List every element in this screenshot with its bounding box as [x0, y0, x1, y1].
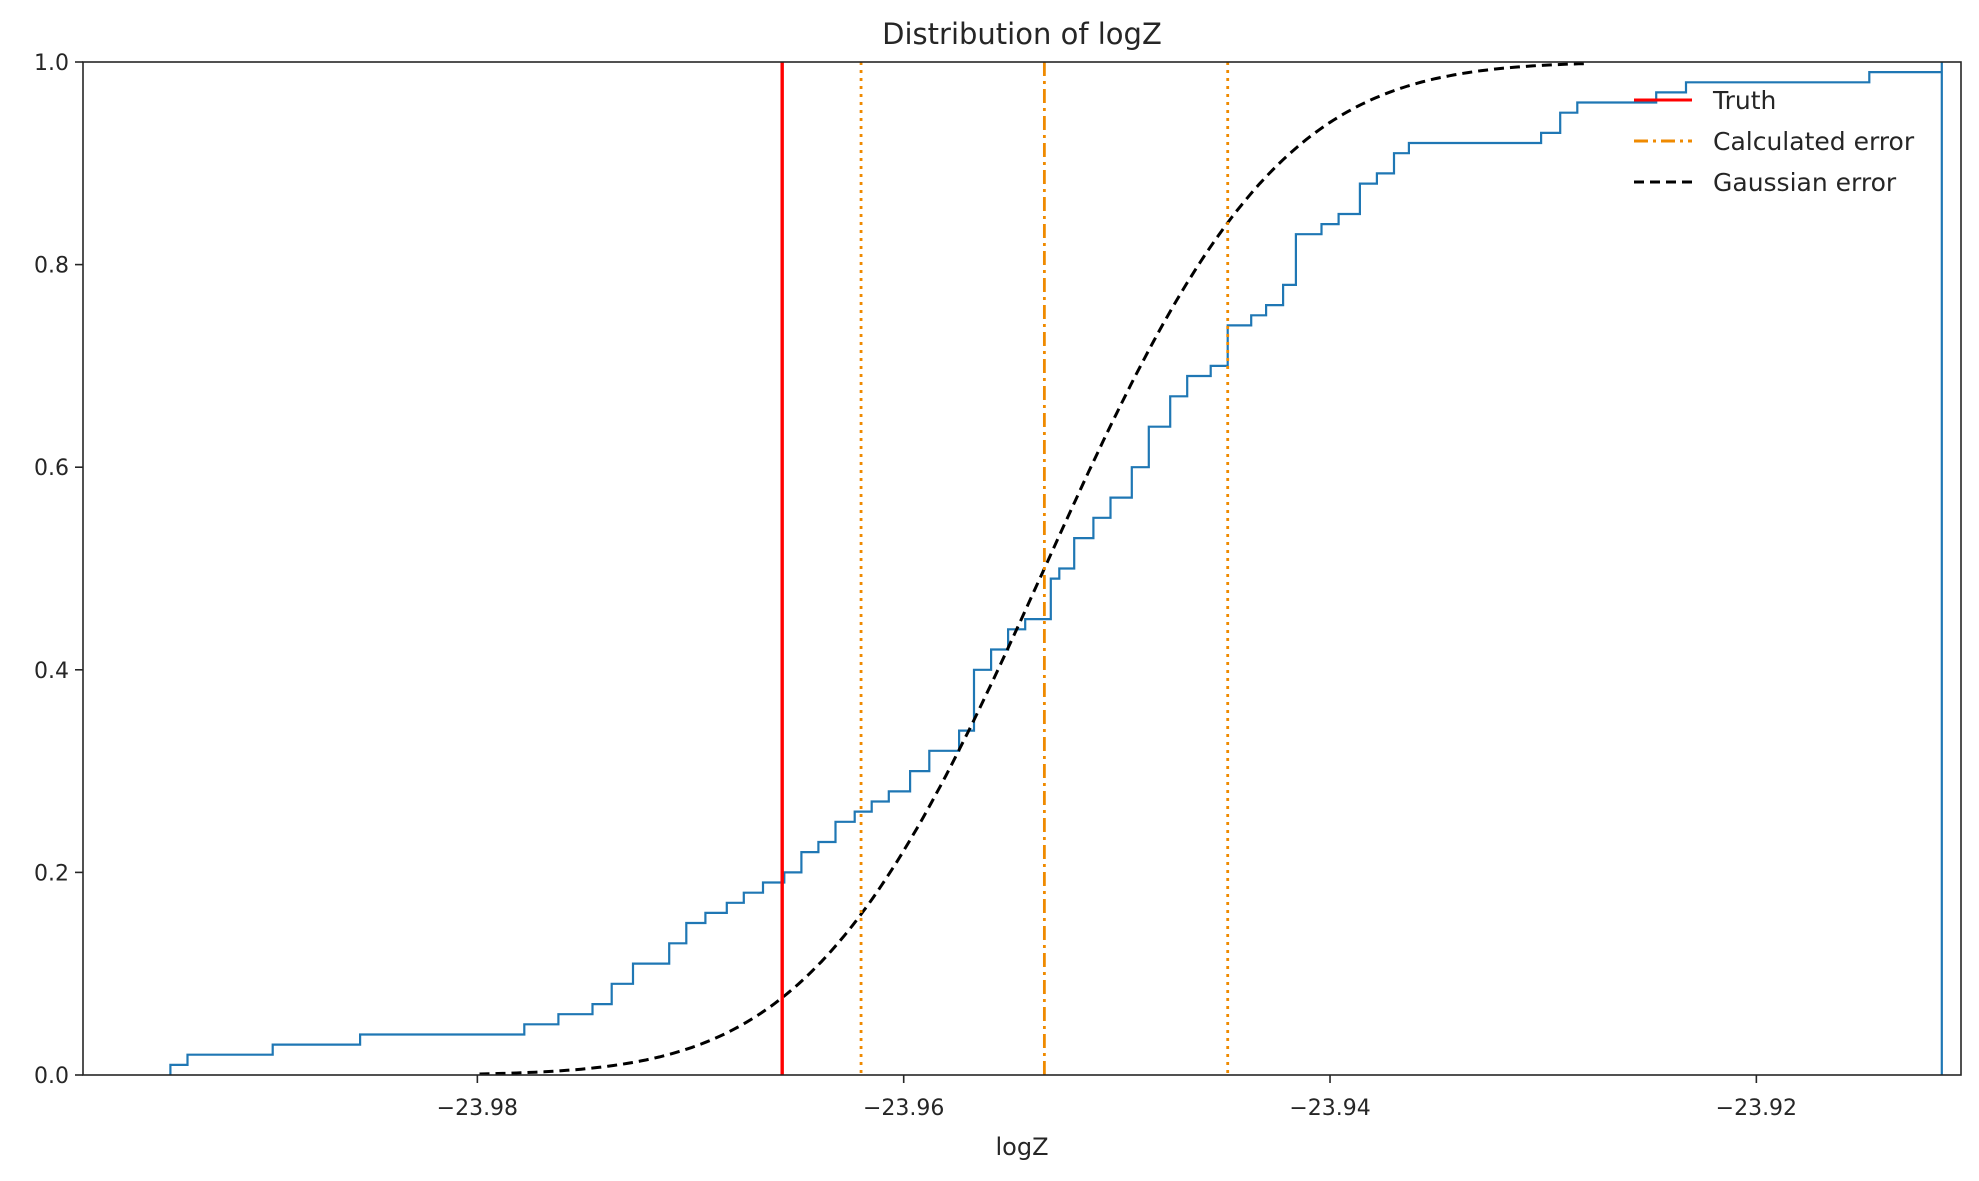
ecdf-step-line [169, 62, 1943, 1075]
gaussian-cdf-line [479, 62, 1589, 1075]
y-tick-label: 0.0 [34, 1064, 69, 1089]
legend: Truth Calculated error Gaussian error [1634, 86, 1915, 197]
plot-area [169, 62, 1943, 1075]
x-axis: −23.98 −23.96 −23.94 −23.92 [437, 1075, 1797, 1121]
legend-label: Calculated error [1713, 127, 1915, 156]
x-axis-title: logZ [995, 1133, 1048, 1161]
y-tick-label: 0.4 [34, 659, 69, 684]
chart-title: Distribution of logZ [882, 17, 1162, 51]
legend-label: Truth [1712, 86, 1776, 115]
y-tick-label: 0.8 [34, 254, 69, 279]
x-tick-label: −23.94 [1289, 1096, 1370, 1121]
x-tick-label: −23.96 [863, 1096, 944, 1121]
y-tick-label: 0.6 [34, 456, 69, 481]
y-tick-label: 0.2 [34, 861, 69, 886]
y-tick-label: 1.0 [34, 51, 69, 76]
y-axis: 0.0 0.2 0.4 0.6 0.8 1.0 [34, 51, 83, 1089]
axes-frame [82, 61, 1962, 1076]
legend-label: Gaussian error [1713, 168, 1897, 197]
x-tick-label: −23.92 [1716, 1096, 1797, 1121]
x-tick-label: −23.98 [437, 1096, 518, 1121]
